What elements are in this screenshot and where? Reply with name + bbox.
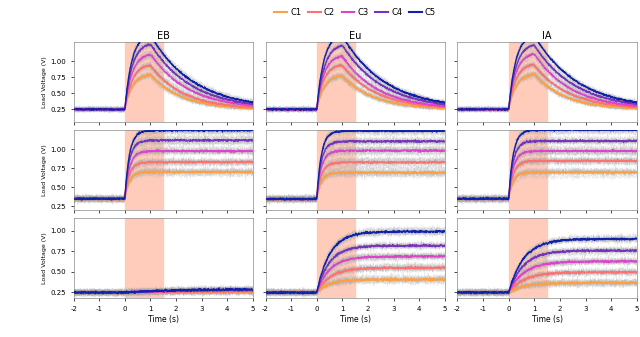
Title: Eu: Eu — [349, 31, 362, 41]
X-axis label: Time (s): Time (s) — [340, 315, 371, 324]
Bar — [125, 130, 163, 210]
Bar — [317, 42, 355, 122]
Y-axis label: Load Voltage (V): Load Voltage (V) — [42, 144, 47, 196]
Bar — [509, 218, 547, 298]
Bar — [317, 130, 355, 210]
Y-axis label: Load Voltage (V): Load Voltage (V) — [42, 56, 47, 108]
Title: EB: EB — [157, 31, 170, 41]
X-axis label: Time (s): Time (s) — [148, 315, 179, 324]
Y-axis label: Load Voltage (V): Load Voltage (V) — [42, 232, 47, 284]
X-axis label: Time (s): Time (s) — [532, 315, 563, 324]
Title: IA: IA — [542, 31, 552, 41]
Bar — [509, 42, 547, 122]
Legend: C1, C2, C3, C4, C5: C1, C2, C3, C4, C5 — [271, 4, 439, 20]
Bar — [509, 130, 547, 210]
Bar — [125, 42, 163, 122]
Bar — [125, 218, 163, 298]
Bar — [317, 218, 355, 298]
